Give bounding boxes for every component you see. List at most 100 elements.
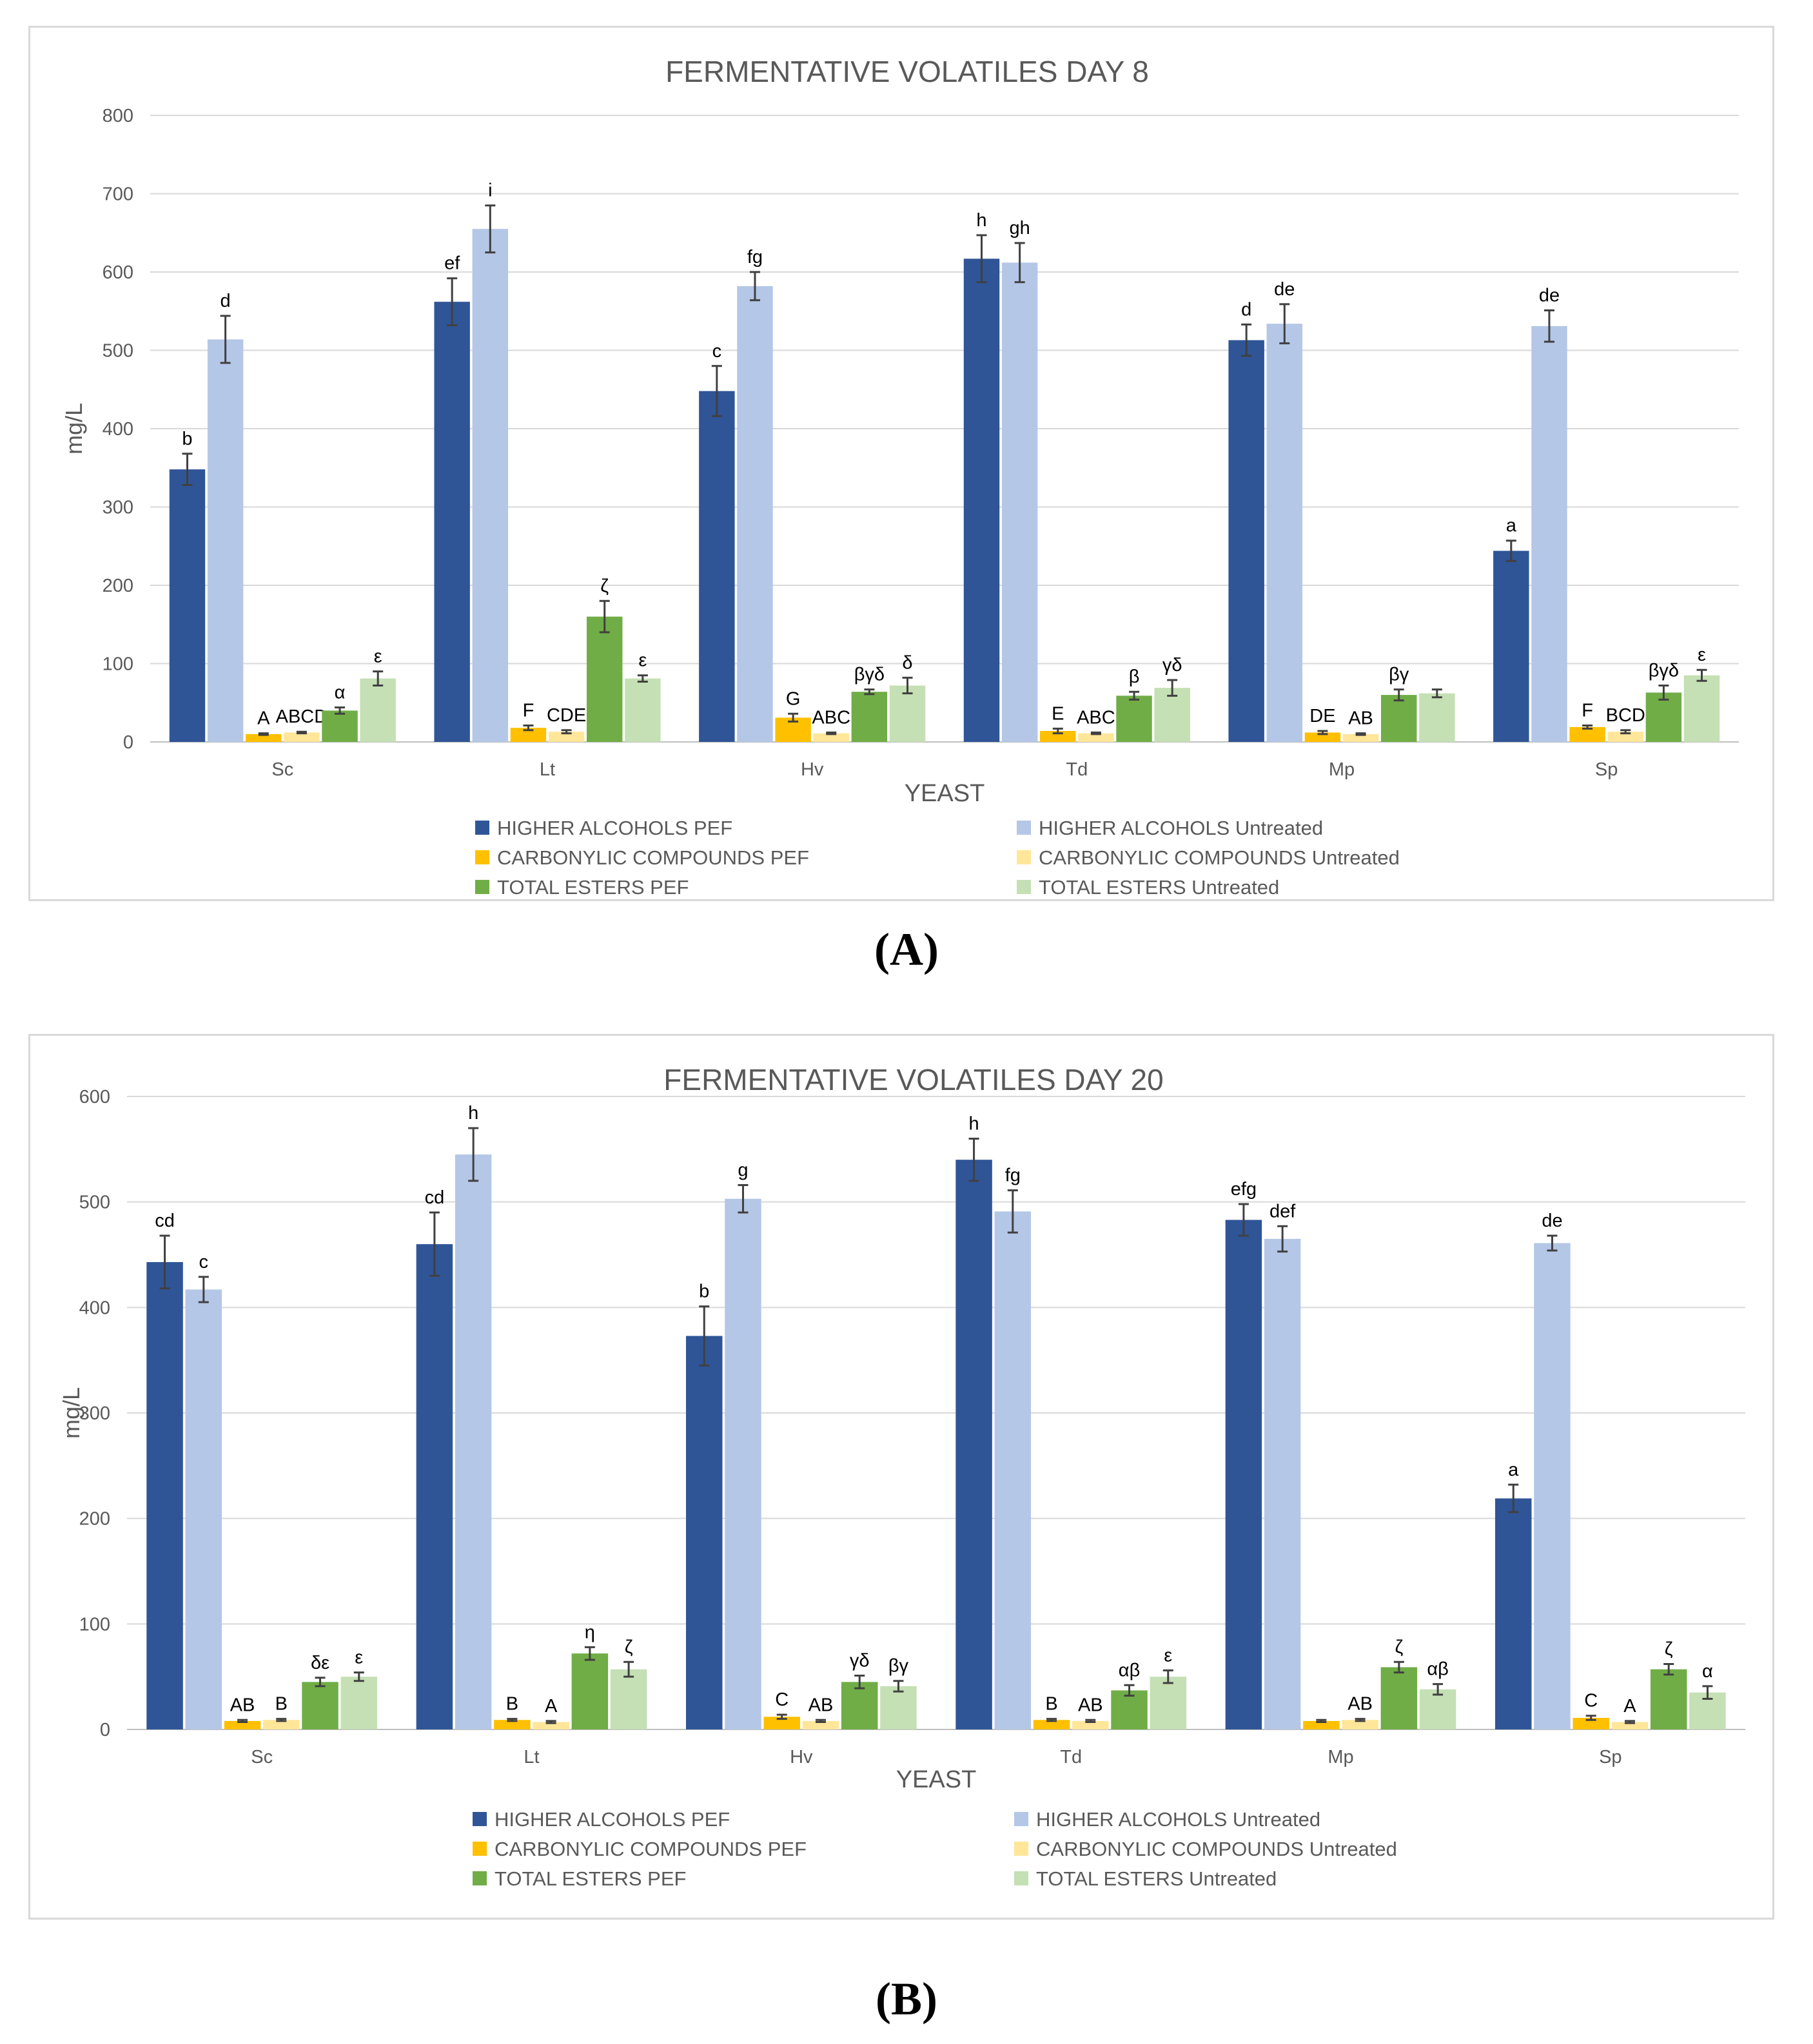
bar-lt-4	[586, 616, 623, 742]
panel-label-a: (A)	[874, 924, 939, 975]
bar-hv-3	[813, 733, 849, 742]
significance-label: ζ	[625, 1637, 633, 1657]
bar-hv-1	[725, 1198, 761, 1729]
y-tick-label: 600	[79, 1087, 110, 1107]
bar-mp-4	[1380, 695, 1417, 742]
y-tick-label: 800	[103, 106, 133, 126]
bar-td-5	[1150, 1677, 1187, 1729]
chart-day20: FERMENTATIVE VOLATILES DAY 20 0 100 200 300 4…	[58, 1063, 1745, 1890]
y-tick-label: 0	[123, 732, 133, 753]
legend-swatch	[473, 1812, 487, 1826]
bar-lt-2	[494, 1720, 531, 1729]
bar-sp-2	[1569, 726, 1605, 742]
y-tick-label: 400	[103, 419, 133, 440]
legend-entry: CARBONYLIC COMPOUNDS Untreated	[1036, 1838, 1397, 1860]
y-tick-label: 400	[79, 1298, 110, 1318]
significance-label: ε	[1164, 1645, 1172, 1666]
bar-sc-4	[302, 1682, 338, 1729]
bar-sp-1	[1531, 326, 1567, 743]
significance-label: α	[1702, 1661, 1713, 1682]
bar-hv-5	[880, 1686, 917, 1729]
significance-label: βγδ	[1649, 661, 1679, 681]
x-tick-label: Hv	[790, 1747, 813, 1767]
bar-sp-1	[1534, 1243, 1571, 1729]
x-tick-label: Td	[1066, 759, 1088, 780]
significance-label: h	[468, 1103, 478, 1124]
significance-label: c	[199, 1252, 209, 1272]
legend-entry: HIGHER ALCOHOLS PEF	[497, 817, 732, 839]
significance-label: AB	[1348, 1694, 1373, 1715]
bar-mp-4	[1380, 1667, 1418, 1729]
bar-sc-0	[169, 469, 206, 742]
x-tick-label: Sc	[251, 1747, 273, 1767]
y-tick-label: 600	[103, 262, 133, 283]
significance-label: F	[1582, 700, 1593, 721]
legend-swatch	[1014, 1842, 1028, 1856]
y-tick-label: 700	[103, 184, 133, 205]
bar-sp-2	[1573, 1717, 1609, 1729]
significance-label: DE	[1309, 706, 1335, 726]
bar-sp-3	[1607, 732, 1643, 742]
significance-label: βγ	[888, 1656, 909, 1677]
bar-sp-5	[1683, 675, 1720, 742]
significance-label: AB	[808, 1695, 834, 1715]
legend-swatch	[1017, 850, 1031, 864]
significance-label: gh	[1009, 218, 1030, 238]
legend-swatch	[1017, 880, 1031, 894]
significance-label: γδ	[1162, 655, 1182, 676]
legend-entry: TOTAL ESTERS PEF	[495, 1867, 686, 1890]
bar-mp-5	[1419, 1689, 1456, 1729]
bar-hv-4	[841, 1682, 878, 1729]
bar-hv-3	[802, 1720, 839, 1729]
significance-label: cd	[425, 1187, 445, 1208]
significance-label: fg	[1005, 1165, 1021, 1186]
significance-label: αβ	[1427, 1659, 1448, 1680]
significance-label: a	[1508, 1459, 1519, 1480]
significance-label: A	[1623, 1696, 1636, 1717]
significance-label: c	[712, 341, 722, 362]
bar-lt-2	[510, 728, 547, 742]
significance-label: ABC	[1077, 707, 1115, 728]
significance-label: ε	[355, 1648, 363, 1668]
bar-hv-0	[685, 1336, 723, 1729]
y-tick-label: 100	[103, 654, 133, 675]
bar-td-4	[1116, 696, 1152, 742]
significance-label: ε	[638, 650, 647, 671]
significance-label: i	[488, 180, 492, 201]
x-tick-label: Td	[1060, 1747, 1082, 1767]
significance-label: de	[1274, 279, 1295, 300]
chart-panel-day20: FERMENTATIVE VOLATILES DAY 20 0 100 200 300 4…	[28, 1034, 1774, 1920]
y-tick-label: 0	[100, 1720, 110, 1740]
legend-entry: TOTAL ESTERS Untreated	[1036, 1867, 1277, 1890]
bar-sc-0	[146, 1261, 183, 1729]
significance-label: γδ	[850, 1651, 870, 1671]
bar-td-1	[994, 1211, 1032, 1729]
legend-swatch	[1014, 1812, 1028, 1826]
significance-label: d	[1241, 299, 1251, 320]
significance-label: d	[220, 291, 231, 311]
legend-entry: TOTAL ESTERS PEF	[497, 876, 689, 899]
bar-lt-5	[625, 678, 661, 742]
bar-sc-1	[185, 1289, 222, 1729]
significance-label: AB	[1078, 1695, 1103, 1715]
bar-mp-2	[1304, 732, 1341, 742]
bar-lt-5	[610, 1669, 647, 1729]
significance-label: cd	[155, 1211, 175, 1231]
significance-label: ε	[374, 647, 382, 667]
y-tick-label: 300	[103, 498, 133, 518]
significance-label: ε	[1698, 645, 1706, 665]
significance-label: efg	[1231, 1179, 1257, 1200]
x-tick-label: Sp	[1599, 1747, 1622, 1767]
significance-label: ζ	[1665, 1639, 1673, 1660]
bar-sp-3	[1611, 1722, 1649, 1729]
bar-td-0	[963, 258, 1000, 743]
legend-swatch	[475, 821, 489, 835]
y-tick-label: 500	[79, 1192, 110, 1213]
significance-label: b	[182, 429, 192, 449]
significance-label: B	[506, 1694, 518, 1715]
legend-swatch	[1017, 821, 1031, 835]
bar-sc-5	[360, 678, 396, 742]
significance-label: ζ	[1395, 1637, 1403, 1657]
legend-entry: CARBONYLIC COMPOUNDS PEF	[497, 846, 809, 869]
bar-sc-1	[207, 339, 244, 742]
